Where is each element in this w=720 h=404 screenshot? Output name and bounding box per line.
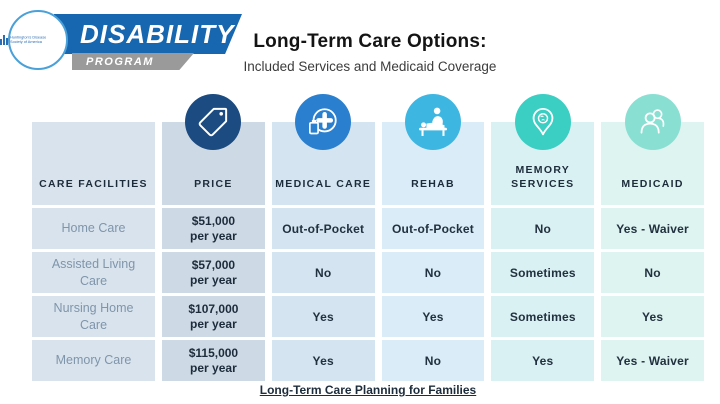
column-header-care-facilities: CARE FACILITIES	[32, 122, 155, 205]
memory-services-cell: Sometimes	[491, 252, 595, 293]
people-group-icon	[625, 94, 681, 150]
facility-cell: Nursing Home Care	[32, 296, 155, 337]
medicaid-cell: Yes - Waiver	[601, 208, 704, 249]
program-banner: PROGRAM	[72, 53, 194, 70]
rehab-cell: No	[381, 252, 485, 293]
facility-cell: Memory Care	[32, 340, 155, 381]
page-title: Long-Term Care Options:	[253, 31, 487, 52]
banner-subtitle: PROGRAM	[86, 55, 154, 68]
banner-title: DISABILITY	[80, 18, 235, 49]
memory-services-cell: Sometimes	[491, 296, 595, 337]
brain-location-pin-icon	[515, 94, 571, 150]
medical-care-cell: No	[271, 252, 375, 293]
page-subtitle: Included Services and Medicaid Coverage	[243, 59, 497, 74]
medicaid-cell: No	[601, 252, 704, 293]
medicaid-cell: Yes	[601, 296, 704, 337]
comparison-table: CARE FACILITIES PRICE MEDICAL CARE REHAB…	[32, 122, 704, 381]
rehab-cell: Out-of-Pocket	[381, 208, 485, 249]
medical-care-cell: Yes	[271, 340, 375, 381]
price-tag-icon	[185, 94, 241, 150]
hdsa-logo: Huntington's Disease Society of America	[0, 10, 68, 70]
disability-banner: DISABILITY	[54, 14, 242, 54]
medicaid-cell: Yes - Waiver	[601, 340, 704, 381]
medical-cross-icon	[295, 94, 351, 150]
price-cell: $57,000 per year	[162, 252, 265, 293]
rehab-cell: No	[381, 340, 485, 381]
memory-services-cell: No	[491, 208, 595, 249]
price-cell: $51,000 per year	[162, 208, 265, 249]
footer-link[interactable]: Long-Term Care Planning for Families	[259, 383, 477, 397]
physical-therapy-icon	[405, 94, 461, 150]
price-cell: $115,000 per year	[162, 340, 265, 381]
hdsa-org-name: Huntington's Disease Society of America	[10, 35, 47, 44]
column-header-memory-services: MEMORY SERVICES	[491, 122, 595, 205]
memory-services-cell: Yes	[491, 340, 595, 381]
facility-cell: Home Care	[32, 208, 155, 249]
rehab-cell: Yes	[381, 296, 485, 337]
facility-cell: Assisted Living Care	[32, 252, 155, 293]
column-header-rehab: REHAB	[381, 122, 485, 205]
price-cell: $107,000 per year	[162, 296, 265, 337]
medical-care-cell: Out-of-Pocket	[271, 208, 375, 249]
hdsa-figures-icon	[0, 35, 9, 45]
medical-care-cell: Yes	[271, 296, 375, 337]
